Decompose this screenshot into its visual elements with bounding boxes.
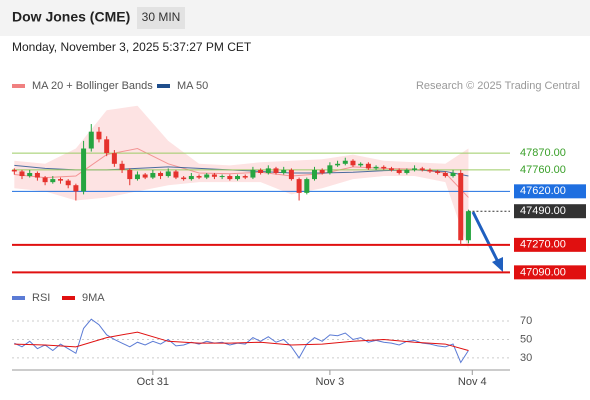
candle-body [119,163,125,170]
level-label: 47760.00 [520,164,566,176]
legend-swatch [157,84,170,88]
candle-body [335,163,341,166]
level-box [514,184,586,199]
y-tick-label: 50 [520,333,532,345]
timeframe: 30 MIN [142,10,181,24]
candle-body [258,169,264,173]
candle-body [373,166,379,169]
candle-body [381,166,387,169]
candle-body [288,169,294,180]
level-box [514,265,586,280]
candle-body [204,174,210,178]
level-box [514,237,586,252]
candle-body [296,179,302,193]
x-axis-area [11,368,511,398]
candle-body [50,179,56,183]
candle-body [319,169,325,173]
candle-body [412,168,418,170]
candle-body [188,176,194,180]
candle-body [34,172,40,178]
legend-label: MA 20 + Bollinger Bands [32,80,153,92]
candle-body [81,148,87,192]
candle-body [265,168,271,173]
header-bar [0,0,590,36]
candle-body [465,211,471,241]
candle-body [73,185,79,192]
candle-body [173,171,179,178]
arrow [471,211,500,263]
bollinger-band [14,105,469,250]
level-label: 47270.00 [520,239,566,251]
level-label: 47620.00 [520,185,566,197]
candle-body [227,176,233,180]
candle-body [435,171,441,173]
candle-body [211,174,217,177]
candle-body [250,169,256,178]
level-label: 47090.00 [520,266,566,278]
rsi-line [14,331,469,351]
candle-body [150,172,156,178]
x-tick-label: Nov 4 [458,376,487,388]
candle-body [365,163,371,169]
candle-body [57,179,63,181]
candle-body [396,169,402,173]
candle-body [304,179,310,193]
candle-body [442,172,448,177]
candle-body [350,160,356,166]
candle-body [327,165,333,173]
candle-body [42,177,48,183]
candle-body [235,176,241,180]
candle-body [458,172,464,241]
x-tick-label: Nov 3 [316,376,345,388]
candle-body [88,131,94,149]
candle-body [111,153,117,164]
legend-label: RSI [32,292,50,304]
level-label: 47490.00 [520,205,566,217]
y-tick-label: 70 [520,315,532,327]
candle-body [127,169,133,180]
candle-body [404,169,410,173]
legend-swatch [12,84,25,88]
candle-body [134,174,140,180]
candle-body [450,172,456,177]
legend-label: MA 50 [177,80,208,92]
candle-body [419,168,425,170]
candle-body [96,131,102,140]
candle-body [311,169,317,180]
candle-body [165,171,171,177]
rsi-line [14,318,469,364]
x-tick-label: Oct 31 [137,376,169,388]
candle-body [427,169,433,172]
date: Monday, November 3, 2025 5:37:27 PM CET [12,40,252,54]
y-tick-label: 30 [520,352,532,364]
candle-body [273,168,279,173]
timeframe-box [137,7,185,29]
candle-body [242,176,248,178]
legend-swatch [62,296,75,300]
candle-body [342,160,348,164]
candle-body [181,177,187,180]
candle-body [142,174,148,178]
candle-body [388,168,394,170]
candle-body [19,171,25,177]
candle-body [104,139,110,154]
credit: Research © 2025 Trading Central [416,80,580,92]
legend-swatch [12,296,25,300]
candle-body [158,172,164,177]
candle-body [27,172,33,177]
candle-body [219,176,225,178]
candle-body [281,169,287,173]
candle-body [358,163,364,166]
candle-body [196,176,202,178]
level-label: 47870.00 [520,147,566,159]
candle-body [11,169,17,172]
arrow-head [492,257,503,272]
candle-body [65,180,71,186]
title: Dow Jones (CME) [12,9,130,25]
level-box [514,204,586,219]
legend-label: 9MA [82,292,105,304]
